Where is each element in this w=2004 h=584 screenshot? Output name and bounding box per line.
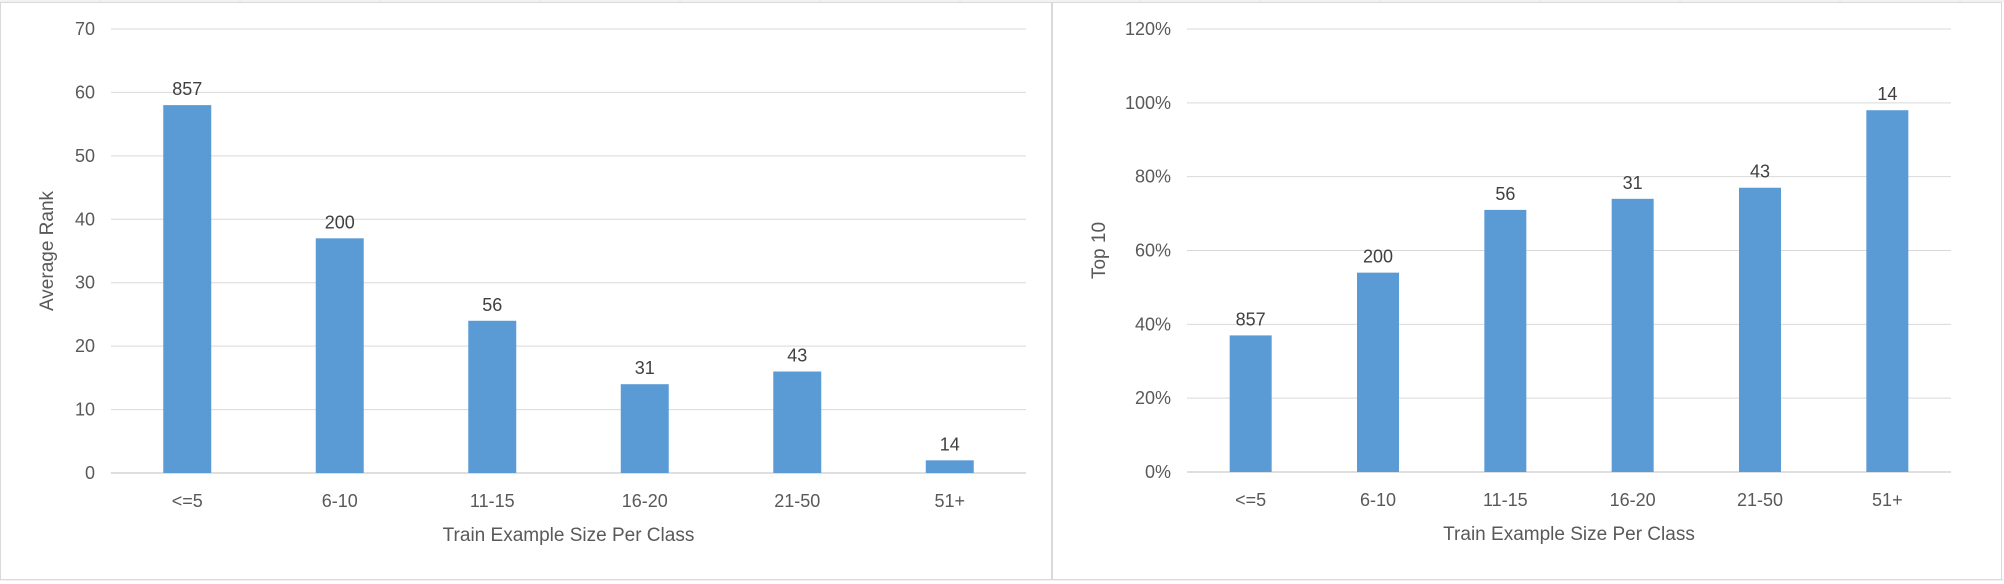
y-tick-label: 20% bbox=[1135, 388, 1171, 408]
y-tick-label: 80% bbox=[1135, 167, 1171, 187]
y-tick-label: 70 bbox=[75, 19, 95, 39]
x-tick-label: 11-15 bbox=[470, 491, 515, 511]
y-tick-label: 40% bbox=[1135, 314, 1171, 334]
data-label: 857 bbox=[172, 79, 202, 99]
bar-11-15 bbox=[1484, 209, 1527, 472]
bar-6-10 bbox=[315, 238, 364, 473]
y-axis-title: Top 10 bbox=[1089, 222, 1110, 279]
x-tick-label: <=5 bbox=[172, 491, 203, 511]
bar-<=5 bbox=[163, 105, 212, 473]
data-label: 43 bbox=[1750, 162, 1770, 182]
y-tick-label: 0 bbox=[85, 463, 95, 483]
bar-21-50 bbox=[773, 371, 822, 473]
x-axis-title: Train Example Size Per Class bbox=[1443, 524, 1695, 545]
average-rank-chart[interactable]: 0 10 20 30 40 50 60 70 857 <=5 200 6-10 56 11-15 31 16-… bbox=[0, 2, 1052, 580]
x-tick-label: 6-10 bbox=[322, 491, 358, 511]
y-tick-label: 60 bbox=[75, 82, 95, 102]
y-tick-label: 100% bbox=[1125, 93, 1171, 113]
data-label: 200 bbox=[325, 212, 355, 232]
data-label: 43 bbox=[787, 346, 807, 366]
bar-51+ bbox=[1866, 110, 1909, 472]
top10-chart-svg: 0% 20% 40% 60% 80% 100% 120% 857 <=5 200 6-10 56 11-… bbox=[1089, 19, 1951, 545]
data-label: 31 bbox=[1623, 173, 1643, 193]
x-tick-label: 16-20 bbox=[622, 491, 668, 511]
bar-6-10 bbox=[1357, 272, 1399, 472]
average-rank-chart-svg: 0 10 20 30 40 50 60 70 857 <=5 200 6-10 56 11-15 31 16-… bbox=[37, 19, 1026, 546]
x-tick-label: 21-50 bbox=[1737, 490, 1783, 510]
data-label: 200 bbox=[1363, 247, 1393, 267]
x-tick-label: 16-20 bbox=[1610, 490, 1656, 510]
bar-16-20 bbox=[1611, 198, 1654, 473]
y-tick-label: 120% bbox=[1125, 19, 1171, 39]
y-axis-title: Average Rank bbox=[37, 190, 58, 311]
x-axis-title: Train Example Size Per Class bbox=[443, 525, 695, 546]
y-tick-label: 50 bbox=[75, 146, 95, 166]
data-label: 857 bbox=[1236, 309, 1266, 329]
bar-16-20 bbox=[620, 384, 669, 473]
y-tick-label: 30 bbox=[75, 273, 95, 293]
x-tick-label: 11-15 bbox=[1483, 490, 1528, 510]
y-tick-label: 60% bbox=[1135, 241, 1171, 261]
y-tick-label: 0% bbox=[1145, 462, 1171, 482]
bar-11-15 bbox=[468, 320, 517, 473]
x-tick-label: 51+ bbox=[934, 491, 965, 511]
y-tick-label: 40 bbox=[75, 209, 95, 229]
data-label: 56 bbox=[482, 295, 502, 315]
top10-chart[interactable]: 0% 20% 40% 60% 80% 100% 120% 857 <=5 200 6-10 56 11-… bbox=[1052, 2, 2002, 580]
x-tick-label: 6-10 bbox=[1360, 490, 1396, 510]
y-tick-label: 10 bbox=[75, 400, 95, 420]
bar-21-50 bbox=[1739, 187, 1781, 472]
x-tick-label: 51+ bbox=[1872, 490, 1903, 510]
bar-51+ bbox=[925, 460, 974, 473]
y-tick-label: 20 bbox=[75, 336, 95, 356]
data-label: 31 bbox=[635, 358, 655, 378]
bar-<=5 bbox=[1229, 335, 1272, 472]
data-label: 14 bbox=[1877, 84, 1897, 104]
data-label: 14 bbox=[940, 434, 960, 454]
data-label: 56 bbox=[1495, 184, 1515, 204]
x-tick-label: 21-50 bbox=[774, 491, 820, 511]
x-tick-label: <=5 bbox=[1235, 490, 1266, 510]
